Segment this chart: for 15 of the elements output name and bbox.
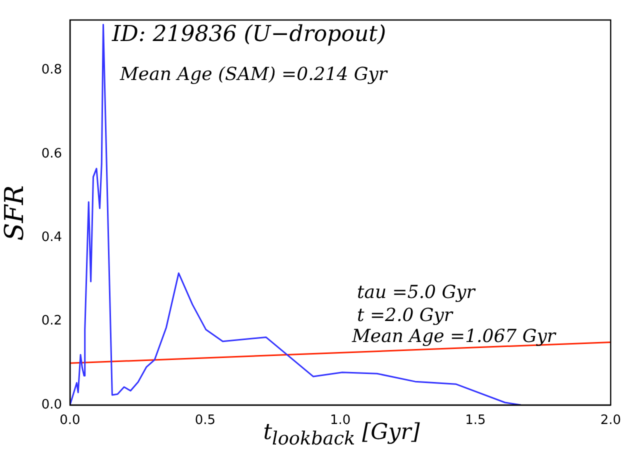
x-tick-label: 1.5 xyxy=(465,413,486,428)
annotation: tau =5.0 Gyr xyxy=(357,282,475,303)
y-axis-title: SFR xyxy=(0,184,30,240)
y-tick-label: 0.6 xyxy=(41,146,62,162)
x-tick-label: 0.5 xyxy=(194,413,216,428)
y-tick-label: 0.8 xyxy=(41,62,62,78)
annotation: Mean Age =1.067 Gyr xyxy=(352,326,556,347)
annotation: t =2.0 Gyr xyxy=(357,305,453,326)
annotation: ID: 219836 (U−dropout) xyxy=(112,22,386,47)
x-tick-label: 2.0 xyxy=(600,413,622,428)
annotation: Mean Age (SAM) =0.214 Gyr xyxy=(120,64,388,85)
y-tick-label: 0.0 xyxy=(41,397,62,412)
y-tick-label: 0.4 xyxy=(41,230,62,245)
y-tick-label: 0.2 xyxy=(41,314,62,329)
x-tick-label: 0.0 xyxy=(60,413,80,428)
